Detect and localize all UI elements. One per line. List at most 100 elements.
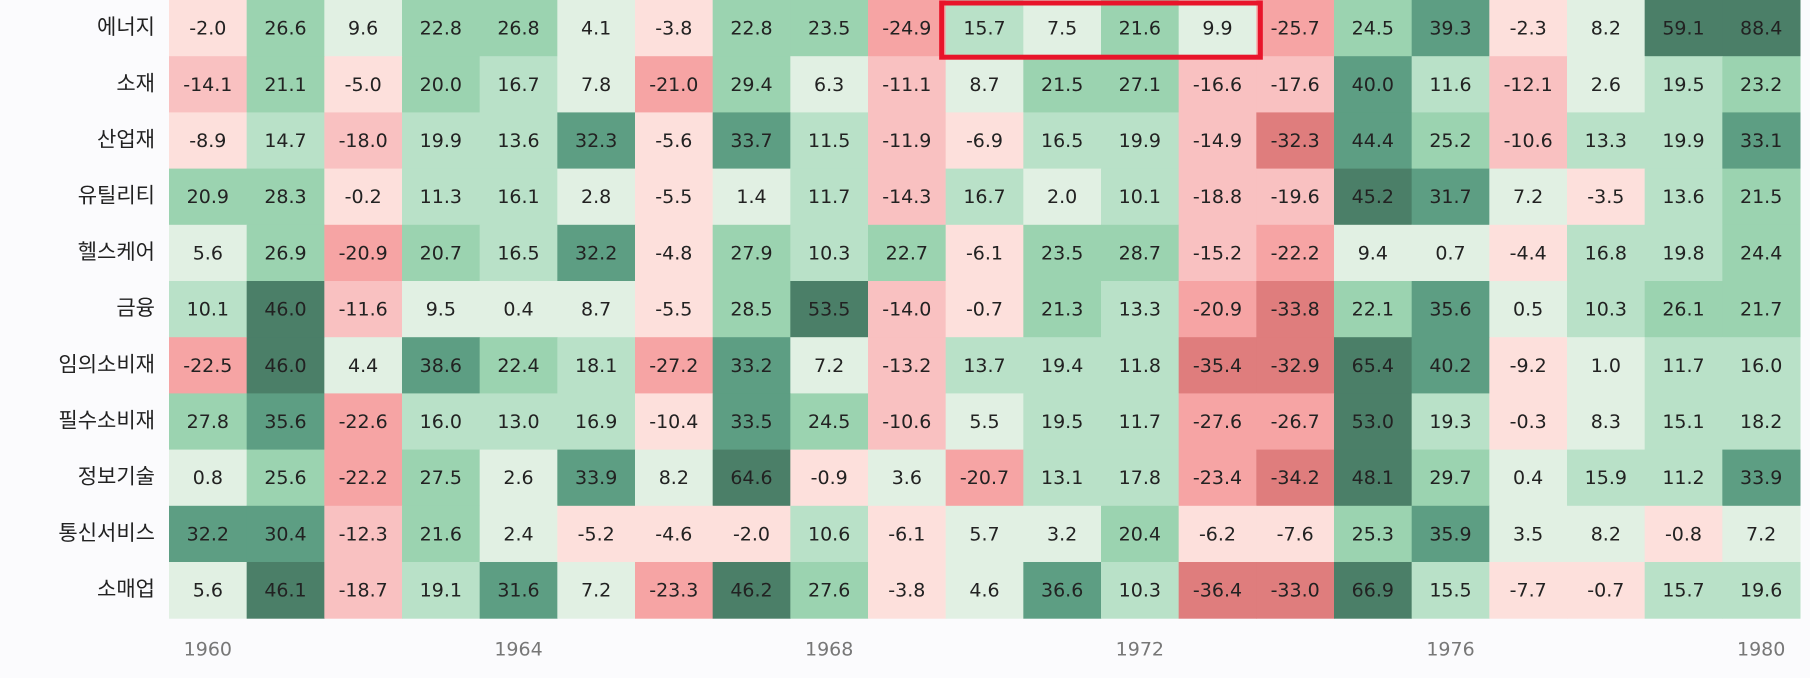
- heatmap-cell: [1722, 562, 1801, 619]
- cell-label: 3.2: [1047, 523, 1077, 545]
- heatmap-cell: [1178, 168, 1257, 226]
- heatmap-cell: [1722, 449, 1801, 507]
- heatmap-cell: [1722, 56, 1801, 113]
- heatmap-cell: [1178, 562, 1257, 619]
- heatmap-cell: [1567, 393, 1646, 451]
- cell-label: 33.9: [1740, 467, 1782, 489]
- cell-label: 35.9: [1429, 523, 1471, 545]
- cell-label: -15.2: [1193, 242, 1242, 264]
- cell-label: 10.1: [187, 299, 229, 321]
- heatmap-cell: [790, 337, 869, 394]
- heatmap-cell: [324, 393, 403, 451]
- heatmap-cell: [945, 168, 1024, 226]
- cell-label: -35.4: [1193, 355, 1242, 377]
- cell-label: 21.7: [1740, 299, 1782, 321]
- heatmap-cell: [790, 0, 869, 57]
- cell-label: 4.6: [969, 580, 999, 602]
- cell-label: 33.5: [730, 411, 772, 433]
- heatmap-cell: [1023, 56, 1102, 113]
- heatmap-cell: [1023, 562, 1102, 619]
- cell-label: 21.6: [420, 523, 462, 545]
- heatmap-cell: [945, 281, 1024, 338]
- heatmap-cell: [1256, 505, 1335, 563]
- cell-label: -26.7: [1271, 411, 1320, 433]
- cell-label: 19.9: [1119, 130, 1161, 152]
- cell-label: 16.1: [497, 186, 539, 208]
- heatmap-cell: [1178, 393, 1257, 451]
- cell-label: 29.7: [1429, 467, 1471, 489]
- cell-label: 28.5: [730, 299, 772, 321]
- heatmap-cell: [1256, 112, 1335, 170]
- heatmap-cell: [169, 281, 248, 338]
- heatmap-cell: [479, 0, 558, 57]
- cell-label: 4.4: [348, 355, 378, 377]
- heatmap-cell: [1644, 449, 1723, 507]
- cell-label: 0.7: [1435, 242, 1465, 264]
- heatmap-cell: [1644, 168, 1723, 226]
- cell-label: 21.1: [264, 74, 306, 96]
- heatmap-cell: [1644, 281, 1723, 338]
- cell-label: 8.2: [659, 467, 689, 489]
- cell-label: -22.6: [339, 411, 388, 433]
- heatmap-cell: [945, 0, 1024, 57]
- heatmap-cell: [324, 449, 403, 507]
- cell-label: -19.6: [1271, 186, 1320, 208]
- cell-label: 48.1: [1352, 467, 1394, 489]
- cell-label: 17.8: [1119, 467, 1161, 489]
- heatmap-cell: [402, 393, 481, 451]
- cell-label: -33.0: [1271, 580, 1320, 602]
- heatmap-cell: [1101, 224, 1180, 282]
- heatmap-cell: [868, 449, 947, 507]
- cell-label: 11.7: [1119, 411, 1161, 433]
- cell-label: -6.1: [888, 523, 925, 545]
- cell-label: -14.9: [1193, 130, 1242, 152]
- cell-label: -6.1: [966, 242, 1003, 264]
- cell-label: -4.6: [655, 523, 692, 545]
- cell-label: -10.6: [882, 411, 931, 433]
- cell-label: 18.2: [1740, 411, 1782, 433]
- cell-label: 15.5: [1429, 580, 1471, 602]
- heatmap-cell: [557, 562, 636, 619]
- cell-label: 5.6: [193, 580, 223, 602]
- x-tick-label: 1980: [1737, 639, 1785, 661]
- heatmap-cell: [557, 56, 636, 113]
- heatmap-cell: [1411, 168, 1490, 226]
- cell-label: 19.5: [1041, 411, 1083, 433]
- heatmap-cell: [712, 505, 791, 563]
- cell-label: -4.8: [655, 242, 692, 264]
- heatmap-cell: [1101, 56, 1180, 113]
- cell-label: -5.5: [655, 299, 692, 321]
- heatmap-cell: [1411, 505, 1490, 563]
- cell-label: 10.3: [1585, 299, 1627, 321]
- heatmap-cell: [557, 449, 636, 507]
- cell-label: 16.0: [420, 411, 462, 433]
- heatmap-cell: [1722, 393, 1801, 451]
- heatmap-cell: [1256, 562, 1335, 619]
- cell-label: 4.1: [581, 18, 611, 40]
- heatmap-cell: [1489, 449, 1568, 507]
- cell-label: -24.9: [882, 18, 931, 40]
- cell-label: 3.5: [1513, 523, 1543, 545]
- heatmap-cell: [1567, 281, 1646, 338]
- cell-label: -20.7: [960, 467, 1009, 489]
- heatmap-cell: [324, 281, 403, 338]
- cell-label: 19.3: [1429, 411, 1471, 433]
- heatmap-cell: [479, 281, 558, 338]
- heatmap-cell: [1023, 281, 1102, 338]
- heatmap-cell: [1489, 168, 1568, 226]
- cell-label: 30.4: [264, 523, 306, 545]
- cell-label: -20.9: [339, 242, 388, 264]
- heatmap-cell: [1334, 56, 1413, 113]
- heatmap-cell: [1489, 224, 1568, 282]
- row-label: 유틸리티: [78, 184, 155, 208]
- cell-label: 9.4: [1358, 242, 1388, 264]
- cell-label: -20.9: [1193, 299, 1242, 321]
- cell-label: 2.4: [503, 523, 533, 545]
- heatmap-cell: [945, 112, 1024, 170]
- heatmap-cell: [557, 168, 636, 226]
- heatmap-cell: [324, 505, 403, 563]
- heatmap-cell: [1722, 168, 1801, 226]
- heatmap-cell: [246, 281, 325, 338]
- cell-label: -23.4: [1193, 467, 1242, 489]
